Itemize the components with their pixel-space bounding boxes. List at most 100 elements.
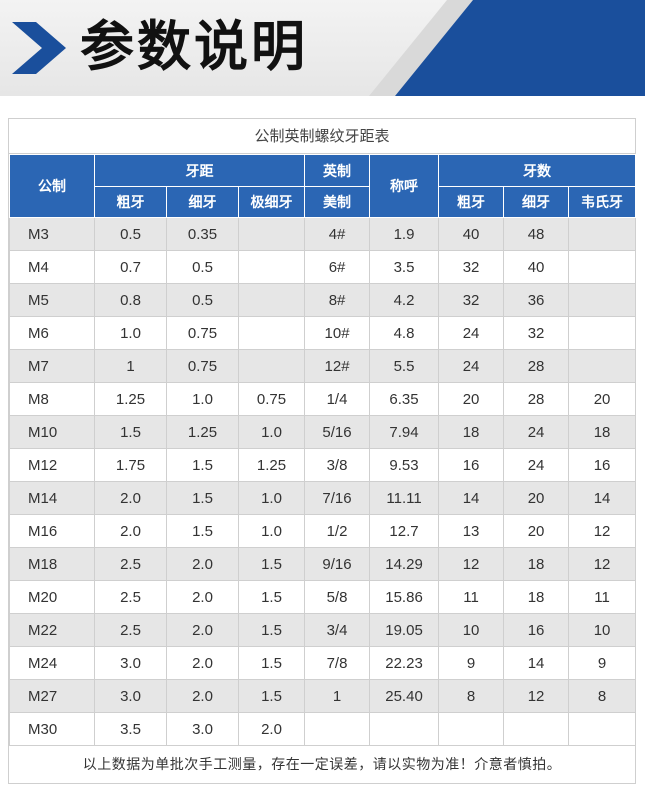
cell-pitch-fine: 1.5 — [166, 481, 239, 515]
table-row: M30 3.5 3.0 2.0 — [9, 712, 637, 746]
cell-tpi-coarse: 11 — [438, 580, 505, 614]
cell-pitch-extra-fine: 1.25 — [237, 448, 306, 482]
cell-tpi-whitworth: 10 — [568, 613, 637, 647]
table-row: M27 3.0 2.0 1.5 1 25.40 8 12 8 — [9, 679, 637, 713]
cell-imperial-size: 4# — [304, 217, 371, 251]
cell-pitch-extra-fine: 0.75 — [237, 382, 306, 416]
cell-tpi-coarse: 14 — [438, 481, 505, 515]
cell-tpi-whitworth: 12 — [568, 547, 637, 581]
cell-tpi-fine: 12 — [503, 679, 570, 713]
cell-imperial-size: 9/16 — [304, 547, 371, 581]
cell-imperial-size: 10# — [304, 316, 371, 350]
cell-tpi-coarse: 12 — [438, 547, 505, 581]
cell-tpi-coarse: 8 — [438, 679, 505, 713]
cell-pitch-extra-fine — [237, 349, 306, 383]
chevron-right-icon — [12, 22, 66, 74]
cell-tpi-whitworth: 16 — [568, 448, 637, 482]
table-row: M20 2.5 2.0 1.5 5/8 15.86 11 18 11 — [9, 580, 637, 614]
table-row: M18 2.5 2.0 1.5 9/16 14.29 12 18 12 — [9, 547, 637, 581]
table-row: M12 1.75 1.5 1.25 3/8 9.53 16 24 16 — [9, 448, 637, 482]
cell-tpi-coarse: 24 — [438, 316, 505, 350]
cell-nominal-diameter: 22.23 — [369, 646, 440, 680]
cell-imperial-size: 5/8 — [304, 580, 371, 614]
cell-pitch-fine: 0.75 — [166, 349, 239, 383]
cell-nominal-diameter: 25.40 — [369, 679, 440, 713]
cell-tpi-coarse: 20 — [438, 382, 505, 416]
cell-pitch-fine: 1.25 — [166, 415, 239, 449]
header-pitch-coarse: 粗牙 — [94, 186, 167, 218]
header-tpi: 牙数 — [438, 154, 637, 187]
cell-pitch-coarse: 1 — [94, 349, 167, 383]
cell-nominal-diameter: 4.2 — [369, 283, 440, 317]
cell-pitch-extra-fine — [237, 217, 306, 251]
cell-tpi-coarse: 40 — [438, 217, 505, 251]
cell-metric-size: M4 — [9, 250, 95, 284]
cell-nominal-diameter: 7.94 — [369, 415, 440, 449]
cell-tpi-fine: 20 — [503, 514, 570, 548]
cell-imperial-size: 6# — [304, 250, 371, 284]
cell-tpi-whitworth: 11 — [568, 580, 637, 614]
cell-pitch-fine: 2.0 — [166, 613, 239, 647]
cell-imperial-size: 1/2 — [304, 514, 371, 548]
cell-pitch-fine: 0.75 — [166, 316, 239, 350]
cell-tpi-fine: 28 — [503, 349, 570, 383]
cell-tpi-whitworth: 9 — [568, 646, 637, 680]
header-pitch-extra-fine: 极细牙 — [237, 186, 306, 218]
table-row: M24 3.0 2.0 1.5 7/8 22.23 9 14 9 — [9, 646, 637, 680]
table-row: M8 1.25 1.0 0.75 1/4 6.35 20 28 20 — [9, 382, 637, 416]
header-imperial: 英制 — [304, 154, 371, 187]
cell-pitch-fine: 2.0 — [166, 580, 239, 614]
cell-imperial-size: 3/8 — [304, 448, 371, 482]
cell-nominal-diameter: 15.86 — [369, 580, 440, 614]
cell-metric-size: M14 — [9, 481, 95, 515]
cell-imperial-size — [304, 712, 371, 746]
cell-pitch-coarse: 0.8 — [94, 283, 167, 317]
cell-pitch-coarse: 1.75 — [94, 448, 167, 482]
cell-pitch-fine: 2.0 — [166, 547, 239, 581]
table-row: M6 1.0 0.75 10# 4.8 24 32 — [9, 316, 637, 350]
cell-tpi-fine: 16 — [503, 613, 570, 647]
cell-tpi-fine: 48 — [503, 217, 570, 251]
cell-tpi-coarse — [438, 712, 505, 746]
cell-pitch-fine: 2.0 — [166, 646, 239, 680]
cell-pitch-coarse: 3.0 — [94, 679, 167, 713]
header-tpi-coarse: 粗牙 — [438, 186, 505, 218]
cell-tpi-whitworth: 12 — [568, 514, 637, 548]
cell-metric-size: M5 — [9, 283, 95, 317]
cell-pitch-extra-fine: 1.0 — [237, 481, 306, 515]
cell-pitch-coarse: 0.7 — [94, 250, 167, 284]
cell-imperial-size: 5/16 — [304, 415, 371, 449]
cell-tpi-fine: 18 — [503, 547, 570, 581]
cell-tpi-fine: 24 — [503, 448, 570, 482]
cell-tpi-whitworth: 20 — [568, 382, 637, 416]
header-metric: 公制 — [9, 154, 95, 218]
cell-tpi-whitworth: 14 — [568, 481, 637, 515]
table-row: M14 2.0 1.5 1.0 7/16 11.11 14 20 14 — [9, 481, 637, 515]
cell-tpi-coarse: 32 — [438, 283, 505, 317]
cell-tpi-whitworth — [568, 250, 637, 284]
cell-pitch-extra-fine: 1.0 — [237, 415, 306, 449]
cell-imperial-size: 7/8 — [304, 646, 371, 680]
cell-tpi-fine: 32 — [503, 316, 570, 350]
cell-pitch-coarse: 1.0 — [94, 316, 167, 350]
cell-metric-size: M27 — [9, 679, 95, 713]
header-nominal: 称呼 — [369, 154, 440, 218]
cell-tpi-coarse: 24 — [438, 349, 505, 383]
cell-pitch-extra-fine — [237, 283, 306, 317]
cell-pitch-extra-fine: 1.5 — [237, 646, 306, 680]
cell-metric-size: M30 — [9, 712, 95, 746]
cell-nominal-diameter — [369, 712, 440, 746]
cell-pitch-extra-fine: 1.5 — [237, 547, 306, 581]
cell-pitch-coarse: 0.5 — [94, 217, 167, 251]
cell-pitch-fine: 2.0 — [166, 679, 239, 713]
cell-pitch-fine: 1.5 — [166, 448, 239, 482]
cell-tpi-coarse: 18 — [438, 415, 505, 449]
cell-pitch-coarse: 3.0 — [94, 646, 167, 680]
cell-metric-size: M3 — [9, 217, 95, 251]
footnote: 以上数据为单批次手工测量，存在一定误差，请以实物为准！介意者慎拍。 — [82, 757, 562, 773]
cell-nominal-diameter: 5.5 — [369, 349, 440, 383]
page-title: 参数说明 — [80, 15, 308, 78]
cell-pitch-coarse: 2.0 — [94, 514, 167, 548]
cell-pitch-fine: 1.5 — [166, 514, 239, 548]
cell-nominal-diameter: 9.53 — [369, 448, 440, 482]
